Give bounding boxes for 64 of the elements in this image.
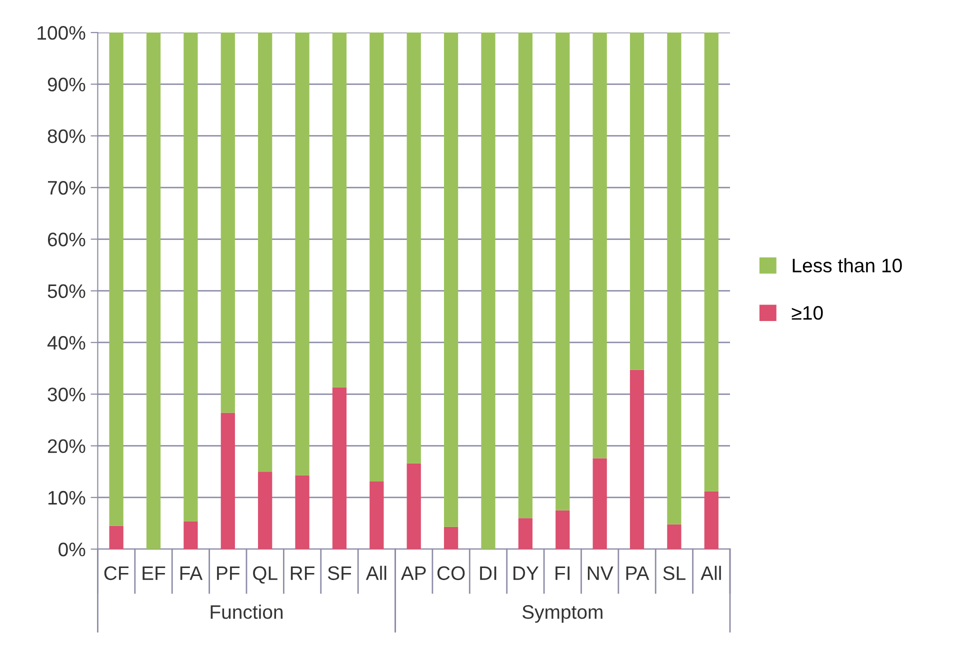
bar [295, 475, 310, 550]
bar [592, 458, 607, 550]
bar [146, 32, 161, 550]
bar [184, 32, 198, 522]
x-tick-label: DI [480, 566, 496, 580]
bar [518, 32, 532, 518]
legend-label: ≥10 [792, 306, 823, 320]
y-tick-label: 60% [48, 232, 86, 246]
bar [518, 518, 532, 550]
bar [220, 412, 235, 550]
bar [556, 510, 570, 550]
bar [704, 491, 718, 550]
y-tick-label: 30% [48, 388, 86, 402]
bar [370, 32, 384, 482]
y-tick-label: 20% [48, 439, 86, 454]
x-tick-label: SF [328, 566, 352, 580]
bar [630, 370, 644, 550]
x-tick-label: FI [556, 566, 570, 580]
x-tick-label: CF [104, 566, 128, 580]
x-tick-label: NV [588, 566, 614, 580]
x-tick-label: EF [142, 566, 166, 580]
bar [556, 32, 570, 510]
bar [220, 32, 235, 413]
y-tick-label: 70% [48, 180, 86, 195]
x-tick-label: AP [400, 566, 426, 580]
bar [332, 32, 347, 388]
x-tick-label: All [366, 566, 386, 580]
y-tick-label: 10% [48, 490, 86, 505]
bar [481, 32, 496, 550]
bar [667, 524, 682, 550]
x-tick-label: RF [290, 566, 314, 580]
legend-label: Less than 10 [792, 258, 902, 272]
bar [444, 526, 458, 550]
y-tick-label: 40% [47, 336, 86, 350]
x-tick-label: FA [180, 566, 203, 580]
y-tick-label: 50% [48, 284, 86, 298]
x-tick-label: PA [626, 566, 650, 580]
bar [184, 521, 198, 550]
bar [667, 32, 682, 524]
bar [630, 32, 644, 370]
bar [370, 481, 384, 550]
bar [258, 32, 272, 472]
bar [406, 463, 421, 550]
bar [592, 32, 607, 458]
bar [332, 387, 347, 550]
x-tick-label: DY [514, 566, 539, 580]
text: Function [210, 604, 283, 619]
bar [109, 526, 124, 550]
y-tick-label: 80% [48, 129, 86, 144]
x-tick-label: CO [437, 566, 465, 580]
text: Symptom [522, 605, 602, 623]
bar [704, 32, 718, 492]
x-tick-label: All [700, 566, 721, 580]
bar [109, 32, 124, 526]
bar [258, 472, 272, 550]
bar [406, 32, 421, 464]
bar [295, 32, 310, 476]
y-tick-label: 100% [38, 26, 86, 40]
x-tick-label: PF [217, 566, 240, 580]
bar [444, 32, 458, 527]
y-tick-label: 90% [48, 78, 86, 92]
x-tick-label: SL [663, 566, 686, 580]
x-tick-label: QL [253, 566, 278, 584]
y-tick-label: 0% [58, 542, 86, 556]
